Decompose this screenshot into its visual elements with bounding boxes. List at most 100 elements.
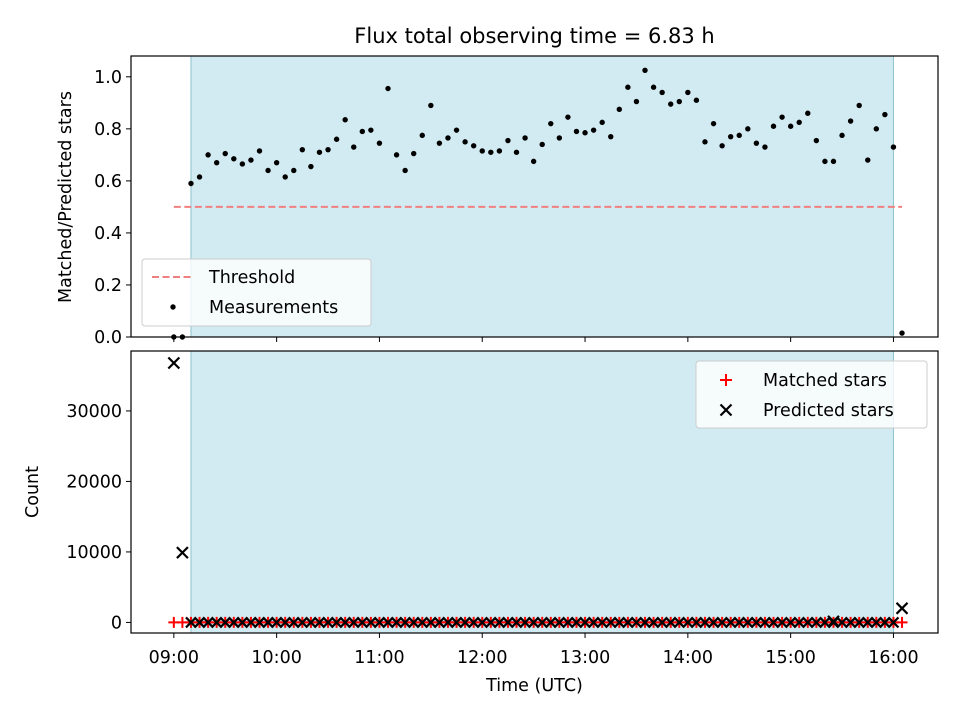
predicted-star-marker — [699, 616, 711, 629]
measurement-point — [779, 114, 785, 120]
bottom-y-ticks: 0 10000 20000 30000 — [66, 402, 131, 633]
y-tick-label: 0.6 — [94, 172, 122, 192]
y-tick-label: 1.0 — [94, 68, 122, 88]
measurement-point — [291, 167, 297, 174]
measurement-point — [222, 150, 228, 157]
measurement-point — [805, 110, 811, 116]
predicted-star-marker — [630, 616, 643, 629]
measurement-point — [839, 132, 845, 139]
y-tick-label: 10000 — [66, 543, 122, 563]
predicted-star-marker — [305, 616, 317, 629]
measurement-point — [239, 161, 246, 167]
predicted-star-marker — [202, 616, 214, 629]
legend-box — [141, 258, 372, 327]
predicted-star-marker — [519, 616, 531, 629]
x-tick-label: 16:00 — [868, 648, 918, 668]
measurement-point — [633, 98, 640, 105]
predicted-star-marker — [339, 616, 351, 629]
predicted-star-marker — [536, 616, 548, 629]
measurement-point — [668, 101, 674, 107]
measurement-point — [496, 148, 503, 154]
measurement-point — [470, 143, 477, 149]
predicted-star-marker — [887, 616, 900, 629]
predicted-star-marker — [596, 616, 608, 629]
measurement-point — [213, 159, 220, 166]
predicted-star-marker — [245, 616, 257, 629]
x-tick-label: 11:00 — [354, 648, 404, 668]
top-panel: 0.0 0.2 0.4 0.6 0.8 1.0 Matched/Predicted sta… — [56, 55, 939, 348]
measurement-point — [787, 123, 794, 129]
measurement-point — [231, 156, 237, 162]
top-x-ticks — [173, 337, 894, 342]
predicted-star-marker — [390, 616, 403, 629]
predicted-star-marker — [895, 602, 909, 615]
predicted-star-marker — [313, 616, 326, 629]
measurement-point — [445, 135, 451, 141]
predicted-star-marker — [407, 616, 420, 629]
predicted-star-marker — [656, 616, 668, 629]
legend-label: Matched stars — [763, 371, 887, 391]
legend-label: Measurements — [209, 298, 338, 318]
predicted-star-marker — [527, 616, 540, 629]
measurement-point — [188, 180, 194, 187]
measurement-point — [488, 149, 494, 155]
predicted-star-marker — [210, 616, 223, 629]
predicted-star-marker — [682, 616, 694, 629]
measurement-point — [419, 132, 425, 139]
measurement-point — [899, 330, 905, 336]
measurement-point — [659, 89, 665, 96]
measurement-point — [608, 133, 614, 140]
measurement-point — [890, 144, 897, 150]
measurement-point — [436, 140, 443, 146]
predicted-star-marker — [236, 616, 249, 629]
predicted-star-marker — [510, 616, 523, 629]
predicted-star-marker — [827, 615, 840, 628]
top-y-axis-label: Matched/Predicted stars — [56, 91, 76, 303]
y-tick-label: 0.2 — [94, 276, 122, 296]
predicted-star-marker — [861, 616, 874, 629]
measurement-point — [882, 111, 888, 118]
y-tick-label: 30000 — [66, 402, 122, 422]
predicted-star-marker — [673, 616, 686, 629]
measurement-point — [342, 117, 348, 123]
legend-label: Predicted stars — [763, 401, 894, 421]
measurement-point — [411, 150, 417, 157]
measurement-point — [822, 158, 828, 165]
predicted-star-marker — [776, 616, 788, 629]
predicted-star-marker — [587, 616, 600, 629]
predicted-star-marker — [502, 616, 514, 629]
x-tick-label: 09:00 — [149, 648, 199, 668]
measurement-point — [813, 137, 820, 144]
predicted-star-marker — [759, 616, 771, 629]
measurement-point — [745, 126, 751, 132]
measurement-point — [753, 140, 760, 146]
predicted-star-marker — [613, 616, 626, 629]
predicted-star-marker — [639, 616, 651, 629]
legend-swatch-matched — [720, 374, 732, 386]
predicted-star-marker — [476, 616, 489, 629]
measurement-point — [522, 135, 528, 141]
predicted-star-marker — [664, 616, 677, 629]
x-tick-label: 12:00 — [457, 648, 507, 668]
predicted-star-marker — [425, 616, 437, 629]
predicted-star-marker — [459, 616, 471, 629]
y-tick-label: 0.4 — [94, 224, 122, 244]
predicted-star-marker — [570, 616, 583, 629]
bottom-axes-frame — [130, 350, 939, 634]
predicted-star-marker — [707, 616, 720, 629]
measurement-point — [256, 148, 263, 154]
x-tick-label: 13:00 — [560, 648, 610, 668]
predicted-star-marker — [793, 616, 805, 629]
top-y-ticks: 0.0 0.2 0.4 0.6 0.8 1.0 — [94, 68, 131, 348]
measurement-point — [265, 167, 271, 174]
measurement-point — [325, 146, 331, 153]
predicted-star-marker — [365, 616, 377, 629]
predicted-star-marker — [219, 616, 232, 629]
measurement-point — [513, 149, 520, 155]
measurement-point — [873, 126, 880, 132]
predicted-star-marker — [253, 616, 266, 629]
predicted-star-marker — [716, 616, 728, 629]
predicted-star-marker — [167, 356, 181, 370]
predicted-star-marker — [485, 616, 497, 629]
